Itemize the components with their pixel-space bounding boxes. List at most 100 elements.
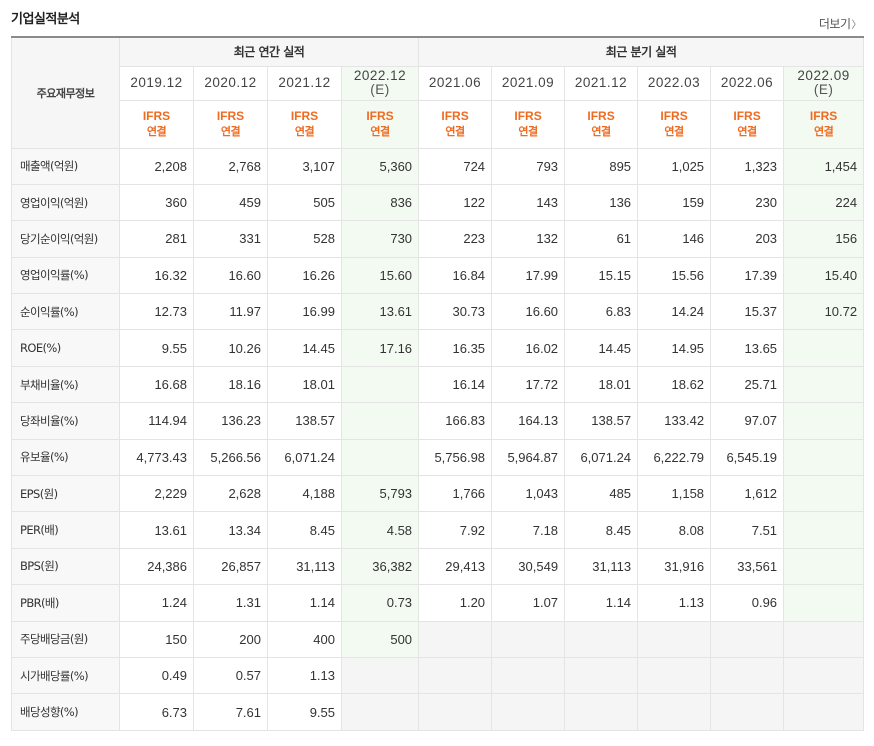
table-cell: 13.65 xyxy=(710,329,785,367)
table-cell: 13.61 xyxy=(340,293,420,331)
table-cell xyxy=(418,620,493,658)
ifrs-basis-header: IFRS 연결 xyxy=(710,99,785,149)
table-cell xyxy=(783,584,865,622)
row-label: 부채비율(%) xyxy=(11,365,120,404)
table-cell: 836 xyxy=(340,183,420,222)
ifrs-basis-header: IFRS 연결 xyxy=(267,99,342,149)
row-label: ROE(%) xyxy=(11,329,120,367)
consolidated-label: 연결 xyxy=(370,125,390,138)
row-label: PBR(배) xyxy=(11,584,120,622)
table-cell xyxy=(340,656,420,695)
table-cell: 1,323 xyxy=(710,147,785,185)
table-cell: 1,454 xyxy=(783,147,865,185)
table-cell: 0.73 xyxy=(340,584,420,622)
table-cell: 1.13 xyxy=(637,584,712,622)
table-cell: 18.16 xyxy=(193,365,268,404)
table-cell xyxy=(418,693,493,731)
table-cell: 146 xyxy=(637,220,712,258)
table-row: 영업이익률(%) 16.32 16.60 16.26 15.60 16.84 17.99 15… xyxy=(11,256,865,295)
table-cell: 14.45 xyxy=(564,329,639,367)
table-cell: 18.01 xyxy=(564,365,639,404)
table-cell: 30.73 xyxy=(418,293,493,331)
table-cell: 16.14 xyxy=(418,365,493,404)
table-row: BPS(원) 24,386 26,857 31,113 36,382 29,413 30,5… xyxy=(11,547,865,586)
table-cell: 1.14 xyxy=(564,584,639,622)
more-link[interactable]: 더보기〉 xyxy=(818,15,862,32)
table-cell: 143 xyxy=(491,183,566,222)
table-row: ROE(%) 9.55 10.26 14.45 17.16 16.35 16.02 14.45… xyxy=(11,329,865,367)
table-row: 유보율(%) 4,773.43 5,266.56 6,071.24 5,756.98 5,… xyxy=(11,438,865,477)
row-label: BPS(원) xyxy=(11,547,120,586)
row-label: 배당성향(%) xyxy=(11,693,120,731)
table-cell: 6,545.19 xyxy=(710,438,785,477)
table-cell: 203 xyxy=(710,220,785,258)
table-cell: 16.32 xyxy=(119,256,194,295)
ifrs-basis-header: IFRS 연결 xyxy=(193,99,268,149)
row-label: 순이익률(%) xyxy=(11,293,120,331)
table-cell xyxy=(637,656,712,695)
ifrs-label: IFRS xyxy=(514,109,542,123)
table-cell xyxy=(340,365,420,404)
table-cell: 15.15 xyxy=(564,256,639,295)
table-cell: 7.61 xyxy=(193,693,268,731)
table-cell: 5,266.56 xyxy=(193,438,268,477)
table-cell: 16.02 xyxy=(491,329,566,367)
ifrs-label: IFRS xyxy=(366,109,394,123)
period-label: 2021.06 xyxy=(428,75,482,90)
ifrs-basis-header: IFRS 연결 xyxy=(783,99,865,149)
table-cell: 8.45 xyxy=(267,511,342,549)
table-cell xyxy=(491,693,566,731)
more-label: 더보기 xyxy=(818,17,851,31)
table-cell xyxy=(491,620,566,658)
table-cell: 13.34 xyxy=(193,511,268,549)
ifrs-label: IFRS xyxy=(142,109,171,123)
table-cell: 360 xyxy=(119,183,194,222)
table-cell: 3,107 xyxy=(267,147,342,185)
ifrs-label: IFRS xyxy=(809,109,838,123)
table-row: 시가배당률(%) 0.49 0.57 1.13 xyxy=(11,656,865,695)
table-cell xyxy=(783,402,865,440)
table-cell xyxy=(710,656,785,695)
table-cell: 159 xyxy=(637,183,712,222)
table-cell xyxy=(491,656,566,695)
table-cell: 31,113 xyxy=(564,547,639,586)
table-row: 당기순이익(억원) 281 331 528 730 223 132 61 146 203 156 xyxy=(11,220,865,258)
table-row: 주당배당금(원) 150 200 400 500 xyxy=(11,620,865,658)
row-label: 당좌비율(%) xyxy=(11,402,120,440)
table-cell: 223 xyxy=(418,220,493,258)
ifrs-basis-header: IFRS 연결 xyxy=(637,99,712,149)
table-cell: 505 xyxy=(267,183,342,222)
table-cell xyxy=(710,693,785,731)
period-header: 2021.06 xyxy=(418,65,493,101)
table-cell: 0.96 xyxy=(710,584,785,622)
table-cell: 400 xyxy=(267,620,342,658)
table-cell: 1.31 xyxy=(193,584,268,622)
ifrs-basis-header: IFRS 연결 xyxy=(119,99,194,149)
table-cell: 9.55 xyxy=(119,329,194,367)
table-cell xyxy=(783,475,865,513)
table-cell xyxy=(783,438,865,477)
financial-summary-table: 주요재무정보 최근 연간 실적 최근 분기 실적 2019.12 2020.12 2… xyxy=(11,36,865,731)
table-cell: 18.01 xyxy=(267,365,342,404)
table-cell xyxy=(340,402,420,440)
table-cell: 730 xyxy=(340,220,420,258)
consolidated-label: 연결 xyxy=(445,125,465,138)
period-label: 2021.09 xyxy=(501,75,555,90)
ifrs-label: IFRS xyxy=(441,109,469,123)
table-cell: 11.97 xyxy=(193,293,268,331)
table-cell: 1,158 xyxy=(637,475,712,513)
ifrs-basis-header: IFRS 연결 xyxy=(418,99,493,149)
ifrs-basis-header: IFRS 연결 xyxy=(340,99,420,149)
period-header: 2022.06 xyxy=(710,65,785,101)
table-cell: 2,768 xyxy=(193,147,268,185)
estimate-marker: (E) xyxy=(813,82,834,97)
period-label: 2022.12 xyxy=(353,68,407,83)
row-header-label: 주요재무정보 xyxy=(11,36,120,149)
ifrs-label: IFRS xyxy=(587,109,615,123)
table-cell: 31,916 xyxy=(637,547,712,586)
period-header: 2021.09 xyxy=(491,65,566,101)
table-cell: 724 xyxy=(418,147,493,185)
table-row: 순이익률(%) 12.73 11.97 16.99 13.61 30.73 16.60 6.8… xyxy=(11,293,865,331)
table-cell xyxy=(564,693,639,731)
table-row: PBR(배) 1.24 1.31 1.14 0.73 1.20 1.07 1.14 1.13 0.… xyxy=(11,584,865,622)
